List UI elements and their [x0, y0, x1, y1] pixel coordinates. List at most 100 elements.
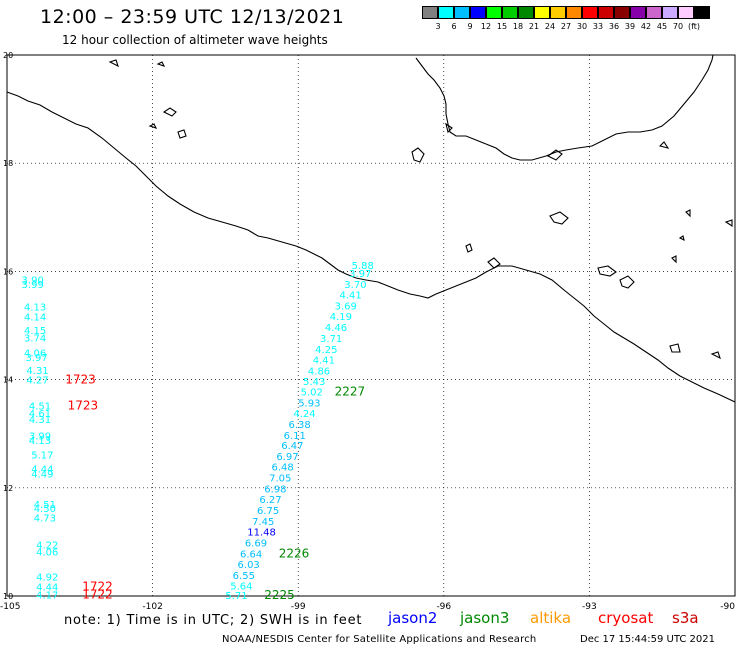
wave-height-value: 4.44: [36, 582, 58, 593]
wave-height-value: 3.90: [22, 276, 44, 287]
wave-height-value: 4.13: [24, 303, 46, 314]
colorbar-cell: [678, 6, 694, 19]
longitude-label: -105: [0, 602, 20, 612]
wave-height-value: 4.50: [34, 504, 56, 515]
wave-height-value: 5.93: [298, 398, 320, 409]
colorbar-label: 3: [435, 22, 441, 31]
lake-nicaragua-2: [669, 343, 681, 353]
belize-caye-2: [685, 209, 691, 218]
wave-height-value: 5.88: [352, 261, 374, 272]
belize-caye-5: [671, 255, 677, 264]
pass-time-label: 2225: [264, 588, 295, 602]
latitude-label: 14: [3, 376, 13, 385]
pass-time-label: 2227: [335, 385, 366, 399]
small-lake-2: [148, 123, 158, 129]
coast-island-1: [465, 243, 473, 253]
gulf-coastline: [415, 54, 714, 161]
wave-height-value: 4.41: [339, 291, 361, 302]
wave-height-value: 3.99: [29, 431, 51, 442]
colorbar-cell: [550, 6, 566, 19]
colorbar-cell: [534, 6, 550, 19]
colorbar-label: 36: [608, 22, 620, 31]
longitude-label: -99: [291, 602, 306, 612]
wave-height-value: 5.17: [31, 450, 53, 461]
lake-izabal: [597, 265, 617, 277]
wave-height-value: 6.98: [264, 484, 286, 495]
wave-height-value: 3.70: [344, 280, 366, 291]
wave-height-value: 4.17: [36, 590, 58, 601]
top-left-island: [108, 59, 119, 68]
wave-height-value: 4.13: [29, 436, 51, 447]
gulf-fonseca: [487, 257, 501, 269]
wave-height-value: 6.11: [284, 431, 306, 442]
wave-height-value: 3.99: [22, 280, 44, 291]
coastal-lagoon: [445, 122, 453, 134]
wave-height-value: 4.46: [325, 323, 347, 334]
wave-height-value: 5.02: [301, 388, 323, 399]
wave-height-value: 11.48: [247, 528, 276, 539]
colorbar-cell: [582, 6, 598, 19]
wave-height-value: 4.19: [330, 312, 352, 323]
coastline: [6, 54, 736, 403]
wave-height-value: 6.47: [281, 441, 303, 452]
wave-height-value: 7.45: [252, 517, 274, 528]
colorbar-label: 9: [467, 22, 473, 31]
latitude-labels: 20 18 16 14 12 10: [3, 51, 13, 601]
wave-height-value: 6.27: [259, 495, 281, 506]
colorbar-cell: [502, 6, 518, 19]
colorbar-label: 42: [640, 22, 652, 31]
pass-time-label: 1722: [82, 579, 113, 593]
colorbar-cell: [662, 6, 678, 19]
wave-height-value: 3.97: [25, 353, 47, 364]
belize-caye-3: [678, 235, 685, 242]
wave-height-value: 4.31: [26, 366, 48, 377]
colorbar-cell: [566, 6, 582, 19]
colorbar-cell: [598, 6, 614, 19]
wave-height-value: 4.49: [31, 470, 53, 481]
wave-height-value: 5.71: [225, 591, 247, 602]
wave-height-value: 5.43: [303, 377, 325, 388]
wave-height-value: 6.48: [272, 463, 294, 474]
colorbar-label: 6: [451, 22, 457, 31]
colorbar-cell: [438, 6, 454, 19]
colorbar-cell: [422, 6, 438, 19]
wave-height-value: 6.97: [276, 452, 298, 463]
latitude-label: 20: [3, 51, 13, 60]
colorbar-label: 33: [592, 22, 604, 31]
colorbar-label: 12: [480, 22, 492, 31]
colorbar-cell: [694, 6, 710, 19]
wave-height-value: 7.05: [269, 474, 291, 485]
top-island: [156, 61, 166, 67]
wave-height-value: 4.73: [34, 514, 56, 525]
laguna-terminos: [546, 149, 563, 161]
wave-height-observations: 3.903.994.134.144.153.744.063.974.314.27…: [22, 261, 374, 602]
latitude-label: 12: [3, 484, 13, 493]
lake-chapala: [162, 107, 177, 117]
wave-height-value: 3.74: [24, 333, 46, 344]
latitude-label: 16: [3, 267, 13, 276]
latitude-label: 10: [3, 592, 13, 601]
wave-height-value: 4.61: [29, 409, 51, 420]
wave-height-value: 4.06: [24, 349, 46, 360]
colorbar-label: 15: [496, 22, 508, 31]
colorbar-label: 30: [576, 22, 588, 31]
wave-height-value: 6.03: [238, 560, 260, 571]
colorbar-cell: [646, 6, 662, 19]
footer-note: note: 1) Time is in UTC; 2) SWH is in fe…: [64, 613, 363, 628]
belize-caye-4: [724, 219, 733, 228]
colorbar-label: 27: [560, 22, 572, 31]
lat-lon-grid: [7, 55, 735, 596]
satellite-legend-s3a: s3a: [672, 609, 699, 627]
generated-timestamp: Dec 17 15:44:59 UTC 2021: [580, 634, 715, 645]
pass-time-label: 1723: [65, 373, 96, 387]
wave-height-value: 3.97: [349, 269, 371, 280]
wave-height-value: 3.69: [335, 301, 357, 312]
satellite-legend-jason3: jason3: [460, 609, 510, 627]
wave-height-value: 6.55: [233, 571, 255, 582]
satellite-legend-altika: altika: [530, 609, 572, 627]
wave-height-colorbar: [422, 6, 710, 19]
wave-height-value: 4.44: [31, 464, 53, 475]
pacific-coastline: [6, 91, 736, 403]
wave-height-value: 4.51: [34, 500, 56, 511]
wave-height-value: 4.14: [24, 312, 46, 323]
